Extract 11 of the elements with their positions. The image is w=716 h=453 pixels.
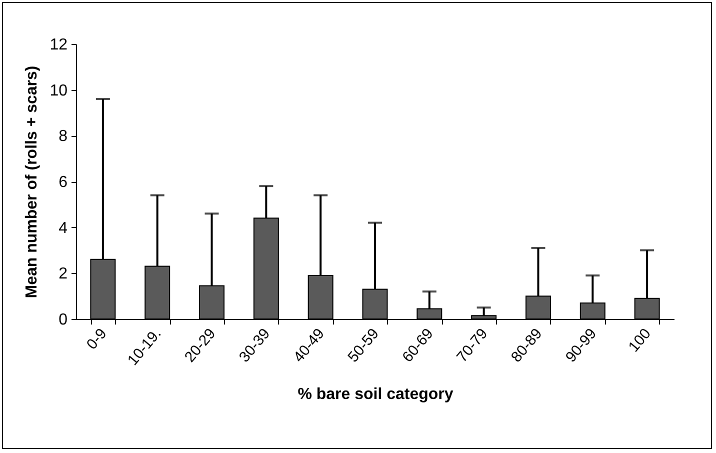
y-axis-title: Mean number of (rolls + scars) [24,66,41,298]
y-tick-label: 2 [58,266,68,283]
x-axis-title: % bare soil category [298,386,454,404]
y-tick-label: 6 [58,174,68,191]
y-tick-label: 10 [50,82,68,100]
y-tick-label: 12 [50,36,68,54]
y-tick-label: 4 [58,220,68,237]
x-tick-label: 100 [625,325,654,356]
y-tick-label: 0 [58,312,68,328]
y-tick-label: 8 [58,128,68,146]
x-tick-label: 0-9 [83,325,110,353]
